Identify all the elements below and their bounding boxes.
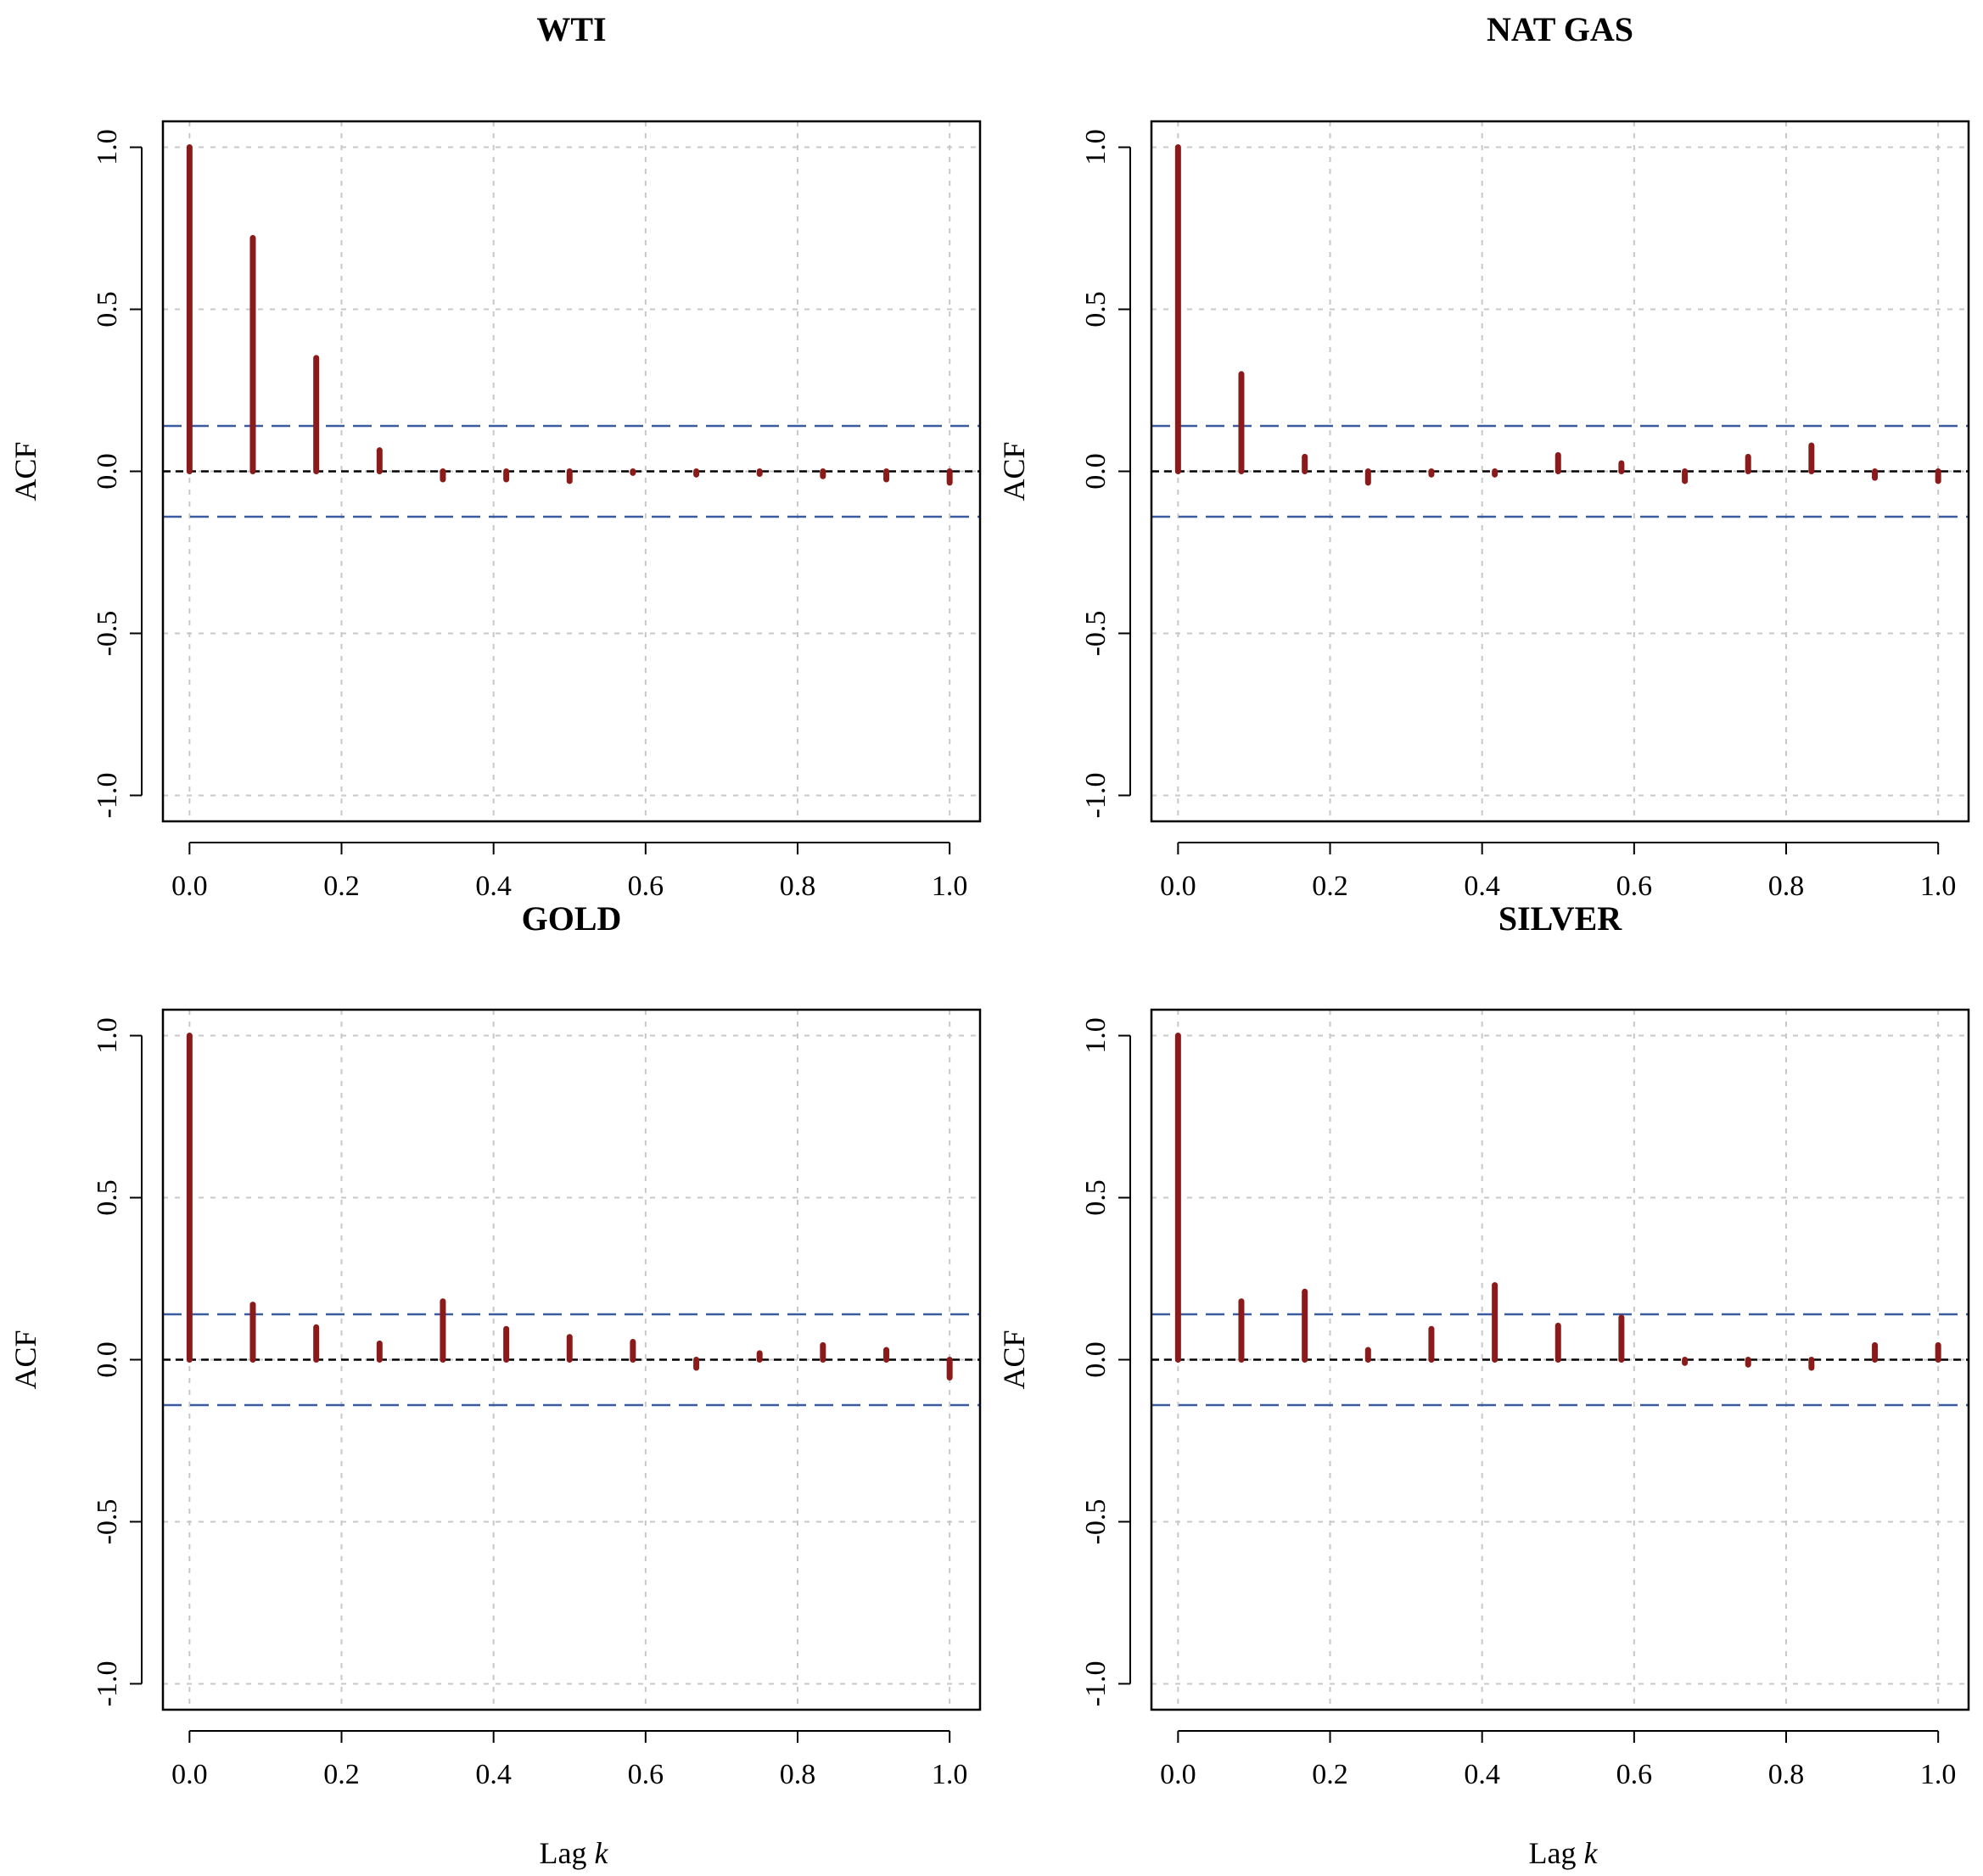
y-tick-label: 0.5 [92,1179,123,1216]
x-axis-label-right: Lag k [1529,1836,1599,1870]
acf-panel-nat-gas: NAT GAS 0.0 0.2 0.4 0.6 0.8 1.0 -1.0 -0.5 0.0 0.5 1… [997,10,1970,902]
x-tick-label: 0.8 [1768,1759,1805,1790]
plot-frame [1150,120,1970,823]
x-tick-label: 0.8 [1768,871,1805,902]
y-tick-label: 0.0 [92,453,123,490]
x-tick-label: 0.6 [628,871,664,902]
y-tick-label: 1.0 [92,1017,123,1054]
acf-panel-gold: GOLD 0.0 0.2 0.4 0.6 0.8 1.0 -1.0 -0.5 0.0 0.5 1.0 A… [8,899,982,1790]
y-tick-label: -0.5 [1080,611,1112,657]
x-tick-label: 0.4 [475,871,512,902]
acf-panel-silver: SILVER 0.0 0.2 0.4 0.6 0.8 1.0 -1.0 -0.5 0.0 0.5 1.… [997,899,1970,1790]
x-tick-label: 0.0 [1160,871,1196,902]
y-tick-label: 1.0 [92,129,123,165]
y-axis-label: ACF [997,441,1031,501]
x-tick-label: 0.6 [1616,1759,1653,1790]
y-axis-label: ACF [8,441,42,501]
x-tick-label: 0.0 [1160,1759,1196,1790]
y-axis-label: ACF [8,1330,42,1389]
y-tick-label: -1.0 [92,773,123,819]
x-tick-label: 1.0 [932,1759,968,1790]
panel-title: WTI [536,10,606,48]
x-tick-label: 1.0 [932,871,968,902]
plot-frame [161,120,982,823]
x-tick-label: 0.6 [1616,871,1653,902]
y-tick-label: 0.0 [1080,1341,1112,1378]
y-tick-label: 0.0 [92,1341,123,1378]
x-tick-label: 0.2 [323,1759,360,1790]
x-tick-label: 0.8 [780,871,816,902]
y-tick-label: -1.0 [92,1661,123,1707]
y-tick-label: 0.5 [1080,1179,1112,1216]
plot-frame [161,1008,982,1711]
y-tick-label: -1.0 [1080,1661,1112,1707]
acf-panel-wti: WTI 0.0 0.2 0.4 0.6 0.8 1.0 -1.0 -0.5 0.0 0.5 1.0 AC… [8,10,982,902]
x-tick-label: 0.2 [323,871,360,902]
x-tick-label: 0.2 [1312,871,1348,902]
x-tick-label: 1.0 [1920,871,1957,902]
y-tick-label: 1.0 [1080,1017,1112,1054]
y-tick-label: 1.0 [1080,129,1112,165]
x-tick-label: 0.6 [628,1759,664,1790]
panel-title: GOLD [522,899,622,938]
x-tick-label: 0.0 [171,871,208,902]
y-tick-label: -1.0 [1080,773,1112,819]
panel-title: SILVER [1498,899,1622,938]
y-axis-label: ACF [997,1330,1031,1389]
x-tick-label: 0.4 [475,1759,512,1790]
y-tick-label: 0.0 [1080,453,1112,490]
panel-title: NAT GAS [1487,10,1633,48]
y-tick-label: -0.5 [92,1499,123,1545]
x-tick-label: 0.4 [1464,871,1500,902]
y-tick-label: -0.5 [1080,1499,1112,1545]
x-tick-label: 0.4 [1464,1759,1500,1790]
x-tick-label: 0.2 [1312,1759,1348,1790]
x-tick-label: 0.8 [780,1759,816,1790]
x-axis-label-left: Lag k [540,1836,609,1870]
plot-frame [1150,1008,1970,1711]
y-tick-label: 0.5 [92,291,123,328]
y-tick-label: -0.5 [92,611,123,657]
y-tick-label: 0.5 [1080,291,1112,328]
x-tick-label: 0.0 [171,1759,208,1790]
x-tick-label: 1.0 [1920,1759,1957,1790]
